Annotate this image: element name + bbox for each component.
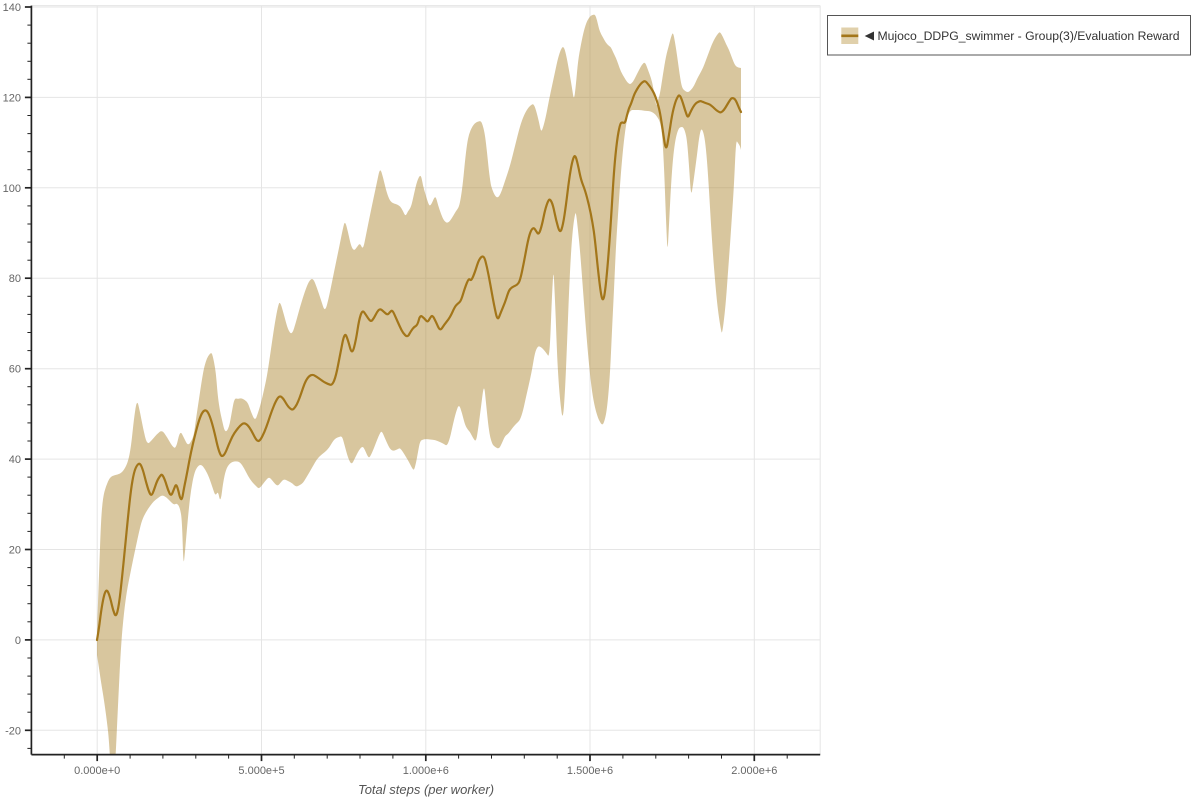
svg-text:-20: -20 [5, 725, 21, 737]
svg-text:Total steps (per worker): Total steps (per worker) [358, 782, 494, 797]
svg-text:2.000e+6: 2.000e+6 [731, 765, 777, 777]
svg-text:80: 80 [9, 273, 21, 285]
svg-text:20: 20 [9, 545, 21, 557]
svg-text:60: 60 [9, 364, 21, 376]
svg-text:1.500e+6: 1.500e+6 [567, 765, 613, 777]
svg-text:40: 40 [9, 454, 21, 466]
svg-text:140: 140 [3, 2, 21, 14]
svg-text:5.000e+5: 5.000e+5 [238, 765, 284, 777]
svg-text:0: 0 [15, 635, 21, 647]
svg-text:120: 120 [3, 92, 21, 104]
svg-text:1.000e+6: 1.000e+6 [403, 765, 449, 777]
svg-text:Mujoco_DDPG_swimmer - Group(3): Mujoco_DDPG_swimmer - Group(3)/Evaluatio… [878, 29, 1180, 43]
svg-text:0.000e+0: 0.000e+0 [74, 765, 120, 777]
svg-text:100: 100 [3, 183, 21, 195]
